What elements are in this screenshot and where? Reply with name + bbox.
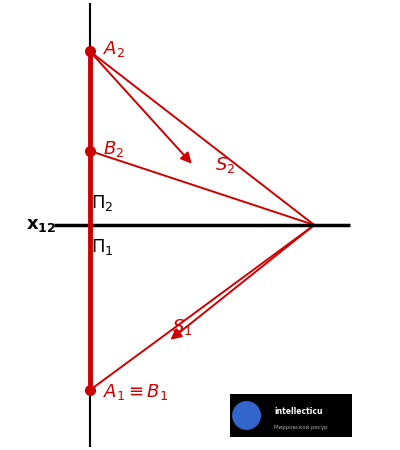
Text: $S_2$: $S_2$ bbox=[215, 155, 235, 175]
Text: $\Pi_1$: $\Pi_1$ bbox=[91, 237, 114, 256]
Text: $\Pi_2$: $\Pi_2$ bbox=[91, 194, 114, 213]
Text: $S_1$: $S_1$ bbox=[172, 317, 193, 337]
Bar bbox=[230, 394, 352, 436]
Text: $A_1 \equiv B_1$: $A_1 \equiv B_1$ bbox=[103, 382, 168, 402]
Text: $B_2$: $B_2$ bbox=[103, 139, 124, 159]
Text: $\mathbf{x_{12}}$: $\mathbf{x_{12}}$ bbox=[26, 216, 56, 234]
Text: $A_2$: $A_2$ bbox=[103, 39, 125, 59]
Text: intellecticu: intellecticu bbox=[274, 407, 322, 416]
Text: Мирровской ресур: Мирровской ресур bbox=[274, 424, 328, 430]
Circle shape bbox=[233, 402, 260, 429]
